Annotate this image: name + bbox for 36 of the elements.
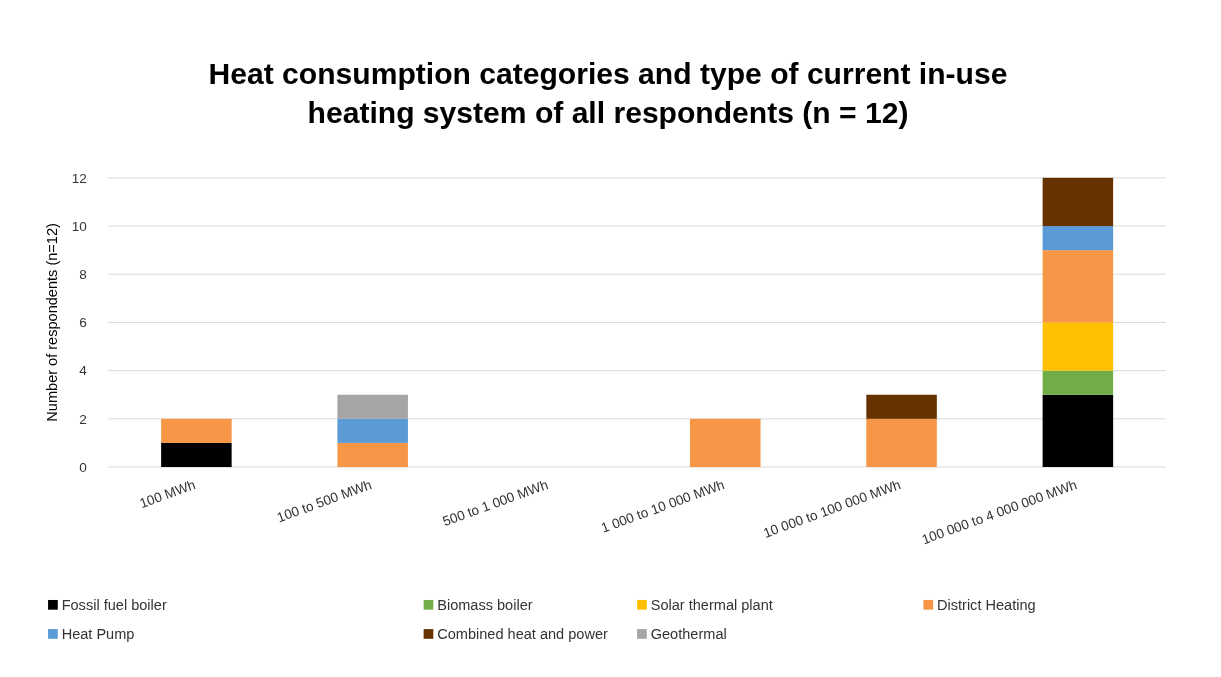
- y-tick-label: 10: [71, 218, 88, 234]
- bar: [337, 394, 408, 419]
- x-tick-label: 1 000 to 10 000 MWh: [599, 477, 727, 536]
- x-tick-label: 100 to 500 MWh: [274, 477, 374, 526]
- bar: [337, 418, 408, 443]
- y-tick-label: 2: [79, 411, 87, 427]
- bar: [161, 418, 232, 443]
- y-tick-label: 0: [79, 459, 88, 475]
- bar: [337, 442, 408, 468]
- y-tick-label: 12: [71, 170, 87, 186]
- bar: [866, 418, 937, 468]
- y-tick-label: 4: [79, 363, 88, 379]
- bar: [690, 418, 761, 468]
- y-tick-label: 8: [79, 266, 87, 282]
- bar: [866, 394, 937, 419]
- y-axis-title: Number of respondents (n=12): [43, 223, 60, 422]
- legend-label: District Heating: [937, 596, 1036, 613]
- bar: [1042, 370, 1114, 395]
- y-tick-label: 6: [79, 315, 87, 331]
- bar: [161, 442, 232, 468]
- bar: [1042, 394, 1114, 468]
- bar: [1042, 250, 1114, 323]
- legend-label: Heat Pump: [61, 626, 135, 643]
- x-tick-label: 500 to 1 000 MWh: [440, 477, 550, 530]
- legend-label: Fossil fuel boiler: [61, 596, 167, 613]
- legend-label: Geothermal: [650, 626, 727, 643]
- legend-label: Biomass boiler: [437, 596, 533, 613]
- bar: [1042, 322, 1114, 371]
- bar: [1042, 177, 1114, 227]
- bar: [1042, 226, 1114, 251]
- x-tick-label: 10 000 to 100 000 MWh: [761, 477, 903, 541]
- x-tick-label: 100 MWh: [137, 477, 198, 512]
- x-tick-label: 100 000 to 4 000 000 MWh: [919, 477, 1079, 548]
- legend-label: Combined heat and power: [437, 626, 608, 643]
- chart-title: Heat consumption categories and type of current in-use heating system of all respondents (n = 12): [208, 56, 1008, 129]
- legend-label: Solar thermal plant: [650, 596, 773, 613]
